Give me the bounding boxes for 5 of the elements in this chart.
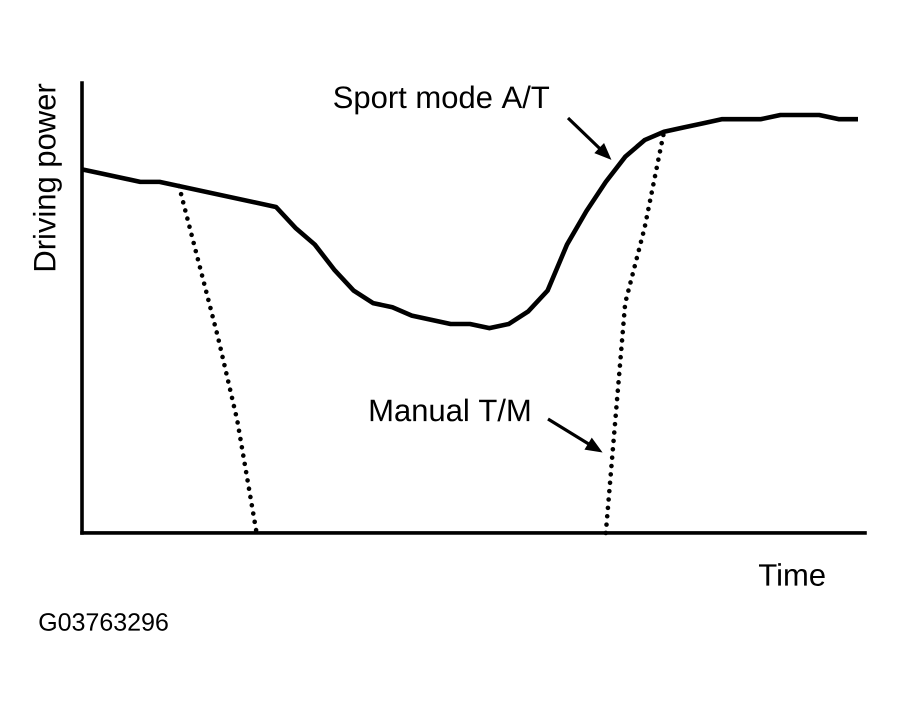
x-axis-title: Time (759, 563, 825, 586)
y-axis-title: Driving power (32, 84, 62, 270)
text: Manual T/M (370, 398, 530, 422)
text: G03763296 (39, 613, 168, 631)
text: Sport mode A/T (334, 86, 550, 114)
